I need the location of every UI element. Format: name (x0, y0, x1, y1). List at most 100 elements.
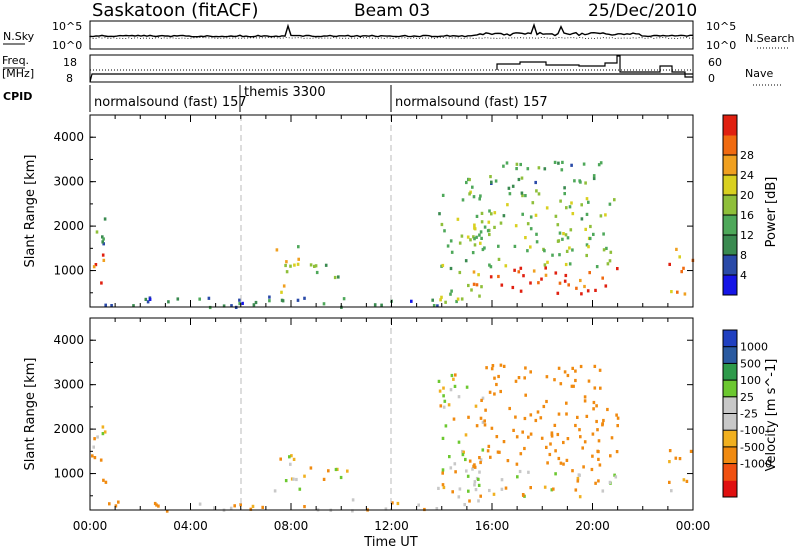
colorbar-tick-label: 28 (740, 149, 754, 162)
power-cells-cell (592, 176, 596, 181)
vel-cells-cell (592, 407, 595, 411)
power-cells-cell (537, 166, 541, 170)
noise-right-label: N.Search (745, 32, 795, 45)
vel-cells-cell (489, 455, 492, 459)
power-cells-cell (470, 288, 473, 292)
time-axis-label: Time UT (363, 535, 417, 550)
power-cells-cell (579, 278, 582, 283)
vel-cells-cell (668, 480, 671, 484)
vel-cells-cell (578, 428, 581, 432)
vel-cells-cell (596, 428, 599, 432)
power-cells-cell (575, 286, 578, 290)
vel-cells-cell (565, 401, 568, 405)
y-tick-label: 4000 (53, 130, 84, 144)
vel-cells-cell (452, 377, 455, 381)
vel-cells-cell (497, 374, 500, 379)
vel-cells-cell (479, 416, 483, 420)
vel-cells-cell (616, 416, 620, 420)
vel-cells-cell (574, 488, 578, 492)
power-cells-cell (670, 290, 673, 294)
frequency-panel: Freq. [MHz] 18 8 60 0 Nave (2, 54, 781, 86)
power-cells-cell (529, 215, 533, 219)
vel-cells-cell (384, 507, 388, 511)
vel-cells-cell (198, 502, 202, 506)
power-cells-cell (450, 289, 453, 293)
vel-cells-cell (562, 440, 565, 445)
colorbar-swatch (723, 330, 737, 348)
power-cells-cell (309, 263, 313, 267)
vel-cells-cell (668, 449, 672, 453)
time-tick-label: 20:00 (575, 519, 610, 533)
vel-cells-cell (249, 507, 253, 511)
power-cells-cell (524, 236, 527, 240)
vel-cells-cell (556, 432, 560, 437)
power-cells-cell (588, 236, 592, 241)
vel-cells-cell (101, 432, 105, 436)
power-cells-cell (449, 239, 453, 243)
power-y-axis: 1000 2000 3000 4000 (53, 130, 693, 294)
time-tick-label: 16:00 (475, 519, 510, 533)
vel-cells-cell (498, 450, 501, 454)
vel-cells-cell (273, 489, 277, 493)
vel-cells-cell (585, 414, 589, 418)
power-cells-cell (585, 212, 589, 216)
vel-cells-cell (473, 480, 477, 484)
power-cells-cell (473, 243, 477, 247)
power-cells-cell (544, 266, 547, 270)
power-cells-cell (468, 192, 471, 196)
vel-cells-cell (610, 436, 614, 440)
vel-cells-cell (391, 501, 394, 505)
power-cells-cell (537, 192, 541, 196)
cpid-segment-2: themis 3300 (244, 85, 326, 100)
power-cells-cell (584, 181, 587, 185)
vel-cells-cell (292, 477, 295, 481)
power-cells-cell (439, 298, 442, 302)
power-cells-cell (564, 233, 568, 237)
cpid-row: CPID normalsound (fast) 157 themis 3300 … (3, 85, 548, 112)
vel-cells-cell (96, 435, 99, 439)
colorbar-tick-label: 500 (740, 357, 761, 370)
vel-cells-cell (579, 364, 583, 369)
vel-cells-cell (583, 399, 587, 403)
noise-left-tick-top: 10^5 (52, 20, 82, 33)
power-cells-cell (616, 267, 619, 271)
power-cells-cell (562, 232, 565, 236)
colorbar-swatch (723, 480, 737, 498)
vel-cells-cell (346, 469, 349, 473)
power-cells-cell (535, 189, 538, 193)
power-cells-cell (594, 288, 597, 292)
power-cells-cell (285, 260, 288, 264)
vel-cells-cell (485, 366, 488, 370)
vel-cells-cell (117, 500, 120, 504)
time-tick-label: 04:00 (173, 519, 208, 533)
vel-cells-cell (559, 461, 563, 465)
power-cells-cell (466, 235, 470, 239)
vel-cells-cell (309, 466, 313, 470)
power-cells-cell (490, 180, 493, 184)
power-cells-cell (564, 273, 568, 278)
vel-cells-cell (289, 462, 292, 466)
vel-cells-cell (598, 463, 602, 467)
power-cells-cell (342, 297, 346, 301)
vel-cells-cell (491, 364, 495, 368)
noise-search-trace (89, 37, 694, 39)
power-cells-cell (230, 304, 233, 308)
power-cells-cell (380, 303, 383, 307)
power-cells-cell (556, 291, 560, 295)
vel-cells-cell (435, 507, 439, 511)
power-cells-cell (560, 168, 564, 172)
vel-cells-cell (99, 458, 103, 462)
power-cells-cell (579, 180, 582, 184)
vel-cells-cell (689, 449, 693, 453)
vel-cells-cell (615, 413, 618, 417)
power-cells-cell (94, 263, 98, 267)
power-cells-cell (440, 295, 443, 299)
freq-right-tick-top: 60 (708, 56, 722, 69)
station-title: Saskatoon (fitACF) (92, 0, 259, 21)
power-cells-cell (446, 244, 450, 248)
power-cells-cell (464, 259, 468, 263)
power-cells-cell (675, 247, 678, 251)
power-cells-cell (580, 217, 584, 221)
power-cells-cell (511, 184, 515, 188)
power-cells-cell (571, 248, 574, 252)
